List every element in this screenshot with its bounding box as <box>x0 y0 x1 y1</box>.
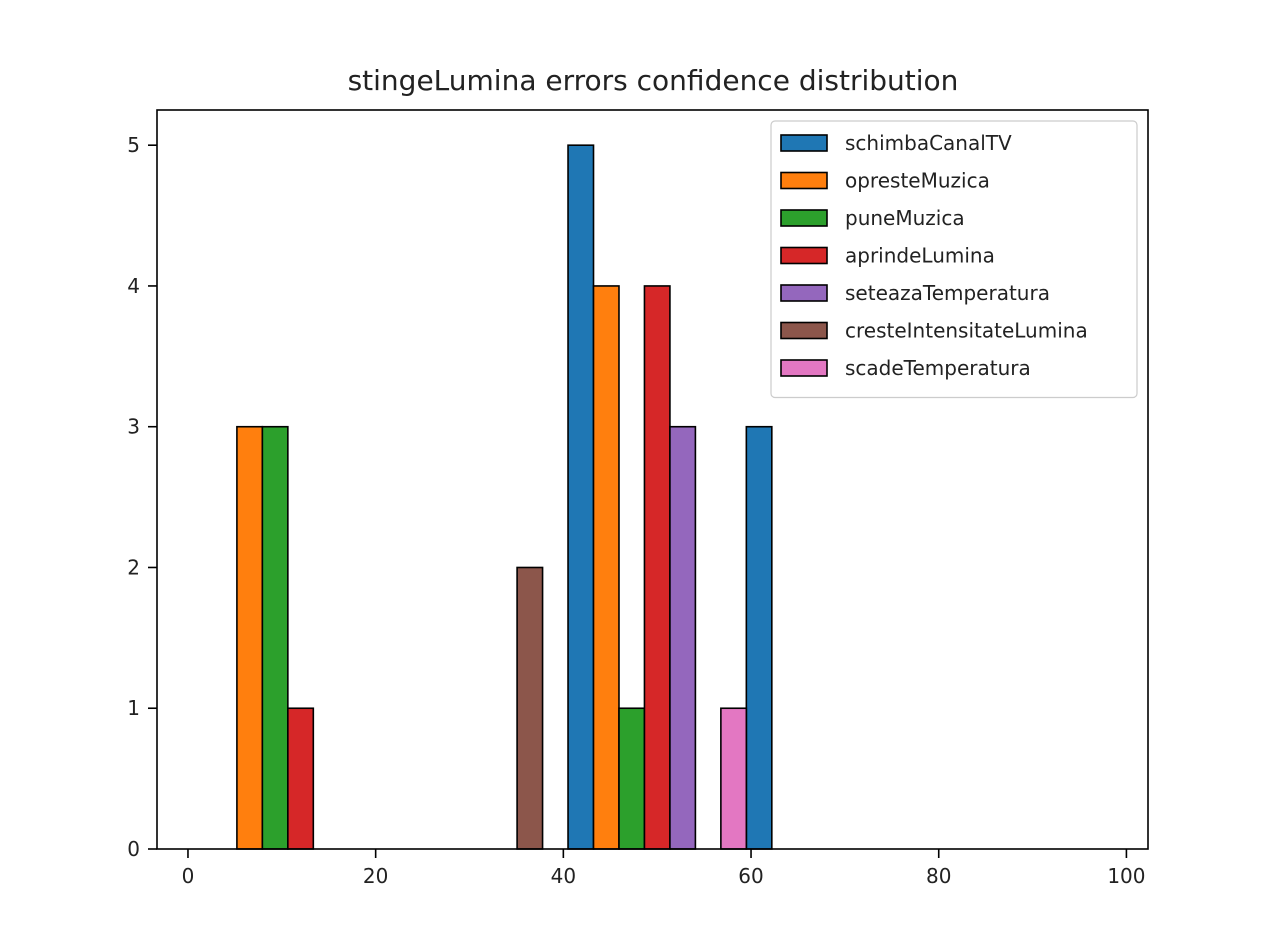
legend-label: schimbaCanalTV <box>845 131 1012 155</box>
legend-swatch <box>780 284 828 302</box>
legend-label: puneMuzica <box>845 206 965 230</box>
legend-swatch <box>780 134 828 152</box>
legend-swatch <box>780 359 828 377</box>
legend-swatch <box>780 209 828 227</box>
legend-box <box>770 120 1138 399</box>
bar-cresteIntensitateLumina-bin-1 <box>516 566 544 850</box>
legend-label: opresteMuzica <box>845 169 990 193</box>
legend-label: cresteIntensitateLumina <box>845 319 1088 343</box>
chart-title: stingeLumina errors confidence distribut… <box>348 64 959 97</box>
legend-label: scadeTemperatura <box>845 356 1031 380</box>
bar-scadeTemperatura-bin-2 <box>720 707 748 850</box>
x-axis: 0 20 40 60 80 100 <box>182 849 1146 888</box>
legend-label: seteazaTemperatura <box>845 281 1050 305</box>
x-tick-label: 60 <box>738 864 763 888</box>
bar-aprindeLumina-bin-0 <box>287 707 315 850</box>
bar-opresteMuzica-bin-0 <box>236 425 264 850</box>
bar-puneMuzica-bin-0 <box>261 425 289 850</box>
y-tick-label: 1 <box>127 696 140 720</box>
bar-opresteMuzica-bin-2 <box>592 285 620 850</box>
y-tick-label: 0 <box>127 837 140 861</box>
legend-label: aprindeLumina <box>845 244 995 268</box>
plot-frame <box>156 109 1149 850</box>
y-tick-label: 3 <box>127 415 140 439</box>
x-tick-label: 0 <box>182 864 195 888</box>
y-tick-label: 5 <box>127 133 140 157</box>
bar-schimbaCanalTV-bin-2 <box>567 144 595 850</box>
bar-schimbaCanalTV-bin-3 <box>745 425 773 850</box>
legend: schimbaCanalTV opresteMuzica puneMuzica apr… <box>770 120 1138 399</box>
legend-swatch <box>780 246 828 265</box>
legend-swatch <box>780 171 828 190</box>
x-tick-label: 80 <box>926 864 951 888</box>
x-tick-label: 20 <box>363 864 388 888</box>
bars-group <box>236 144 773 850</box>
legend-swatch <box>780 321 828 340</box>
bar-seteazaTemperatura-bin-2 <box>669 425 697 850</box>
x-tick-label: 40 <box>551 864 576 888</box>
y-axis: 0 1 2 3 4 5 <box>127 133 157 861</box>
bar-aprindeLumina-bin-2 <box>643 285 671 850</box>
y-tick-label: 2 <box>127 555 140 579</box>
y-tick-label: 4 <box>127 274 140 298</box>
bar-puneMuzica-bin-2 <box>618 707 646 850</box>
x-tick-label: 100 <box>1107 864 1145 888</box>
